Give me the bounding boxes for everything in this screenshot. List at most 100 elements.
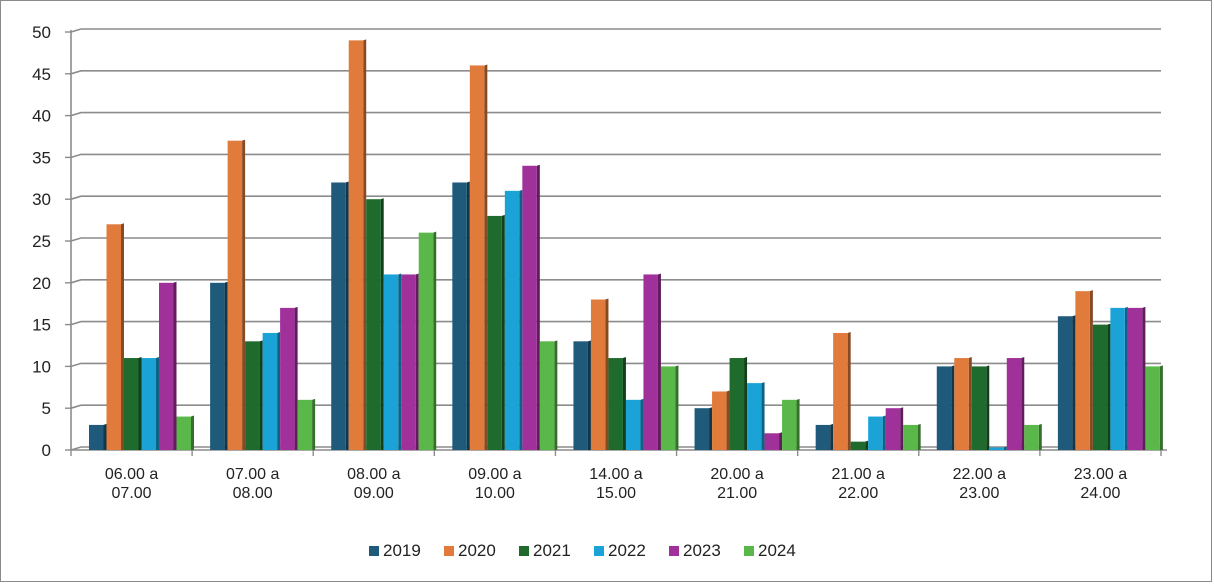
bar [89, 424, 104, 450]
bar-2022-3 [504, 189, 523, 450]
y-tick-label: 10 [32, 357, 51, 376]
bar [141, 358, 156, 450]
bar-2020-2 [348, 39, 367, 451]
bar-2019-0 [89, 423, 107, 450]
bar [573, 341, 588, 450]
bar-2020-6 [833, 331, 851, 450]
bar [487, 215, 502, 450]
legend-item: 2024 [744, 541, 796, 560]
bar-2021-4 [608, 357, 626, 450]
bar [469, 65, 485, 450]
legend-label: 2023 [683, 541, 721, 560]
bar-2019-5 [694, 407, 713, 450]
bar-2023-5 [764, 432, 783, 450]
y-tick-label: 30 [32, 190, 51, 209]
bar-2024-4 [660, 365, 679, 450]
bar-2022-7 [989, 446, 1007, 450]
legend-swatch [369, 546, 379, 556]
bar-2020-5 [712, 390, 730, 450]
bar [1024, 424, 1039, 450]
bar-2022-6 [868, 415, 886, 450]
bar-2023-7 [1006, 357, 1025, 450]
legend: 2019 2020 2021 2022 2023 2024 [369, 541, 796, 560]
y-tick-label: 25 [32, 232, 51, 251]
gridline [70, 404, 1161, 409]
legend-label: 2022 [608, 541, 646, 560]
bar [643, 274, 658, 450]
legend-label: 2024 [758, 541, 796, 560]
bar-2023-8 [1127, 306, 1146, 450]
bar-2022-4 [625, 398, 644, 450]
y-tick-label: 50 [32, 23, 51, 42]
bar-2023-6 [885, 407, 904, 450]
bar [1006, 358, 1022, 450]
y-tick-label: 15 [32, 316, 51, 335]
floor-line [70, 446, 1161, 451]
bar [608, 358, 623, 450]
bar-2020-4 [590, 298, 609, 450]
bar-2021-3 [487, 214, 505, 450]
bar [782, 399, 797, 450]
bar-2021-6 [850, 440, 869, 450]
bar [383, 274, 399, 450]
bar-2019-2 [331, 181, 349, 451]
x-tick-label: 07.00 a 08.00 [226, 466, 279, 502]
gridline [70, 70, 1161, 75]
bar-2024-7 [1024, 423, 1042, 450]
bar-2021-5 [729, 357, 748, 450]
bar [885, 408, 901, 450]
x-tick-label: 06.00 a 07.00 [105, 466, 158, 502]
legend-label: 2021 [533, 541, 571, 560]
bar [660, 366, 676, 450]
x-tick-label: 23.00 a 24.00 [1074, 466, 1127, 502]
bar-2019-3 [452, 181, 470, 451]
gridline [70, 111, 1161, 117]
bar-2020-0 [106, 223, 124, 450]
bar [747, 383, 762, 450]
bar [210, 282, 225, 450]
bar-2022-2 [383, 273, 402, 450]
legend-label: 2019 [383, 541, 421, 560]
bar [280, 307, 295, 450]
bar-2020-8 [1075, 290, 1093, 450]
bar-2023-3 [522, 164, 540, 450]
legend-item: 2019 [369, 541, 421, 560]
bar [504, 190, 520, 450]
bar-2022-5 [747, 382, 765, 450]
bar [868, 416, 883, 450]
y-tick-label: 45 [32, 65, 51, 84]
bar-2021-7 [971, 365, 990, 450]
bar [418, 232, 434, 450]
bar-2024-2 [418, 231, 437, 450]
x-tick-label: 14.00 a 15.00 [589, 466, 642, 502]
bar-2019-4 [573, 340, 591, 450]
bar [989, 447, 1004, 450]
bar [833, 332, 848, 450]
bar-2020-1 [227, 139, 246, 450]
bar-2024-1 [297, 398, 316, 450]
bar [903, 424, 918, 450]
bar-2019-6 [815, 423, 834, 450]
y-tick-label: 40 [32, 107, 51, 126]
bar-2023-0 [159, 281, 177, 450]
bar [262, 332, 278, 450]
bars [89, 39, 1163, 451]
bar [712, 391, 727, 450]
bar [366, 199, 381, 450]
bar [522, 165, 537, 450]
bar [971, 366, 987, 450]
bar [815, 424, 831, 450]
bar-2019-7 [936, 365, 955, 450]
gridline [70, 237, 1161, 242]
y-tick-label: 20 [32, 274, 51, 293]
y-tick-label: 35 [32, 148, 51, 167]
legend-swatch [594, 546, 604, 556]
gridline [70, 153, 1161, 159]
x-tick-label: 09.00 a 10.00 [468, 466, 521, 502]
bar [245, 341, 260, 450]
bar [1057, 316, 1073, 450]
bar-2020-3 [469, 64, 488, 450]
bar [1075, 291, 1090, 450]
